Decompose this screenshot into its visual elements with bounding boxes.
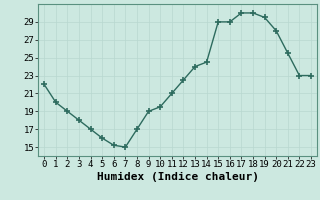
X-axis label: Humidex (Indice chaleur): Humidex (Indice chaleur) bbox=[97, 172, 259, 182]
